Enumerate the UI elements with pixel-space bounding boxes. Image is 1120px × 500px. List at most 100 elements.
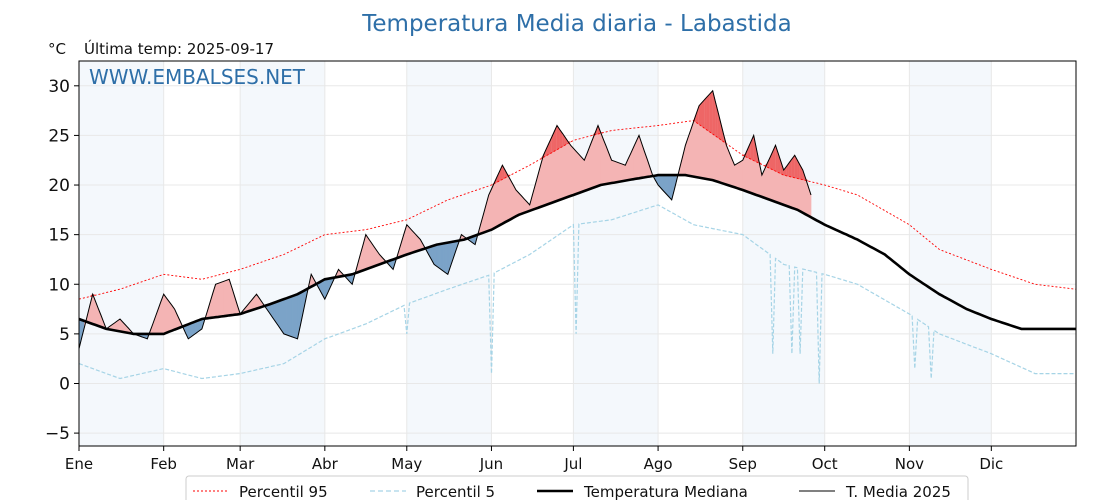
anomaly-fill [220, 280, 225, 317]
legend-label-current: T. Media 2025 [845, 483, 951, 500]
anomaly-fill [736, 161, 741, 190]
legend-label-p5: Percentil 5 [416, 483, 495, 500]
anomaly-fill [739, 159, 744, 191]
extreme-fill [704, 95, 708, 131]
anomaly-fill [578, 153, 582, 194]
x-tick-label: Sep [729, 455, 757, 473]
anomaly-fill [693, 113, 697, 178]
extreme-fill [698, 101, 703, 127]
anomaly-fill [289, 295, 293, 338]
anomaly-fill [619, 162, 623, 182]
y-tick-label: 0 [59, 374, 70, 394]
anomaly-fill [665, 174, 670, 198]
anomaly-fill [368, 237, 372, 269]
anomaly-fill [518, 192, 522, 216]
y-tick-label: 15 [48, 226, 70, 246]
x-tick-label: Ago [644, 455, 673, 473]
anomaly-fill [280, 298, 285, 335]
anomaly-fill [163, 293, 167, 335]
legend: Percentil 95 Percentil 5 Temperatura Med… [185, 475, 969, 500]
extreme-fill [706, 92, 711, 133]
x-tick-label: May [391, 455, 422, 473]
anomaly-fill [507, 174, 511, 222]
chart-title: Temperatura Media diaria - Labastida [361, 11, 791, 37]
extreme-fill [701, 98, 705, 129]
x-tick-label: Ene [65, 455, 93, 473]
series-line-median [78, 173, 1076, 336]
anomaly-fill [635, 135, 640, 180]
anomaly-fill [286, 296, 290, 337]
x-tick-label: Feb [150, 455, 177, 473]
anomaly-fill [439, 243, 443, 271]
anomaly-fill [616, 161, 621, 183]
legend-box [185, 475, 969, 500]
anomaly-fill [622, 163, 626, 182]
plot-frame [78, 60, 1077, 447]
anomaly-fill [564, 136, 569, 199]
anomaly-fill [575, 150, 580, 195]
month-band [79, 61, 164, 446]
anomaly-fill [597, 125, 602, 187]
x-tick-label: Oct [812, 455, 838, 473]
anomaly-fill [581, 156, 585, 193]
anomaly-fill [444, 242, 449, 275]
y-tick-label: 10 [48, 275, 70, 295]
anomaly-fill [278, 299, 282, 331]
unit-label: °C [48, 40, 66, 58]
anomaly-fill [600, 132, 604, 186]
month-band [742, 61, 825, 446]
watermark: WWW.EMBALSES.NET [89, 65, 306, 89]
anomaly-fill [406, 223, 410, 255]
anomaly-fill [166, 296, 170, 334]
month-band [240, 61, 325, 446]
y-tick-label: 20 [48, 176, 70, 196]
anomaly-fill [510, 179, 514, 220]
anomaly-fill [218, 281, 222, 318]
anomaly-fill [543, 149, 547, 207]
anomaly-fill [187, 322, 192, 340]
x-tick-label: Nov [895, 455, 924, 473]
x-tick-label: Abr [312, 455, 339, 473]
legend-label-median: Temperatura Mediana [583, 483, 748, 500]
anomaly-fill [614, 160, 618, 183]
anomaly-fill [573, 147, 577, 196]
anomaly-fill [215, 282, 219, 318]
x-tick-label: Jul [563, 455, 582, 473]
anomaly-fill [493, 176, 498, 229]
anomaly-fill [226, 278, 230, 317]
y-axis: −5 0 5 10 15 20 25 30 [45, 77, 79, 444]
x-tick-label: Jun [479, 455, 503, 473]
anomaly-fill [734, 163, 738, 189]
anomaly-fill [570, 144, 574, 197]
anomaly-fill [283, 297, 287, 336]
anomaly-fill [409, 226, 413, 255]
x-axis: Ene Feb Mar Abr May Jun Jul Ago Sep Oct Nov Dic [65, 446, 1003, 473]
month-bands [79, 61, 992, 446]
anomaly-fill [592, 132, 596, 189]
extreme-fill [709, 89, 714, 135]
legend-label-p95: Percentil 95 [239, 483, 328, 500]
anomaly-fill [223, 279, 227, 317]
anomaly-fill [668, 174, 673, 201]
series-lines [78, 89, 1077, 384]
anomaly-fill [365, 233, 369, 270]
x-tick-label: Dic [979, 455, 1003, 473]
anomaly-fill [411, 229, 416, 254]
y-tick-label: −5 [45, 424, 70, 444]
anomaly-fill [441, 242, 446, 273]
series-line-p5 [78, 204, 1076, 384]
y-tick-label: 30 [48, 77, 70, 97]
anomaly-fill [515, 189, 520, 217]
anomaly-fill [433, 244, 438, 267]
anomaly-fill [611, 159, 615, 184]
series-line-current [78, 89, 812, 349]
anomaly-fill [294, 293, 298, 340]
anomaly-fill [436, 243, 440, 269]
y-tick-label: 25 [48, 126, 70, 146]
anomaly-fill [491, 182, 495, 231]
anomaly-fill [291, 294, 296, 339]
x-tick-label: Mar [226, 455, 255, 473]
month-band [573, 61, 659, 446]
anomaly-fill [589, 139, 593, 190]
